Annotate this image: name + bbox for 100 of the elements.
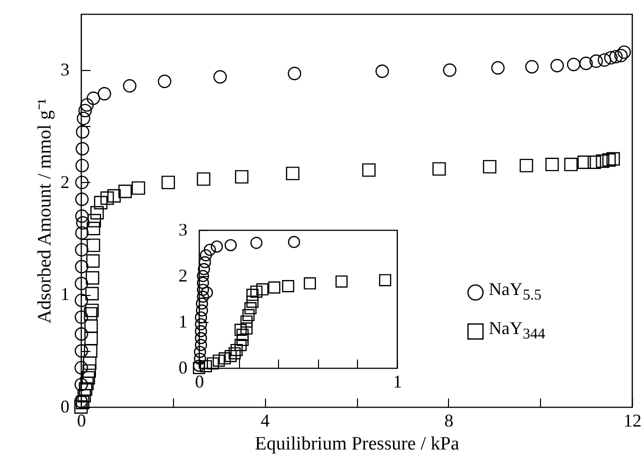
point	[84, 319, 98, 333]
point	[198, 256, 212, 268]
point	[84, 307, 98, 321]
x-tick-label: 4	[260, 410, 270, 430]
point	[196, 304, 208, 317]
point	[78, 104, 92, 118]
point	[609, 50, 623, 64]
point	[375, 64, 389, 78]
point	[80, 98, 94, 112]
point	[268, 281, 280, 294]
point	[194, 338, 208, 352]
point	[98, 87, 112, 100]
point	[286, 166, 300, 180]
point	[75, 176, 89, 190]
point	[578, 155, 591, 169]
point	[236, 328, 249, 341]
point	[204, 244, 216, 256]
point	[525, 60, 539, 74]
x-tick-label: 8	[444, 410, 454, 430]
point	[76, 216, 90, 230]
point	[122, 79, 136, 93]
point	[200, 249, 212, 262]
point	[194, 332, 208, 344]
point	[234, 338, 247, 352]
point	[196, 284, 210, 296]
legend-label: NaY$_{344}$	[488, 316, 546, 345]
point	[213, 70, 227, 84]
point	[288, 66, 302, 80]
point	[614, 48, 628, 62]
point	[196, 172, 210, 186]
point	[234, 170, 248, 184]
point	[196, 290, 210, 303]
y-tick-label: 1	[178, 312, 188, 332]
point	[617, 45, 631, 59]
point	[442, 63, 456, 77]
point	[596, 154, 610, 168]
point	[256, 283, 268, 296]
point	[579, 56, 593, 70]
point	[196, 270, 210, 282]
y-axis-title: Adsorbed Amount / mmol g⁻¹	[34, 98, 56, 324]
point	[224, 239, 237, 252]
point	[606, 152, 620, 166]
point	[210, 240, 223, 253]
point	[86, 222, 100, 236]
point	[282, 280, 294, 292]
y-tick-label: 1	[60, 284, 70, 304]
point	[85, 286, 99, 300]
point	[602, 153, 616, 167]
point	[206, 357, 219, 370]
point	[74, 310, 88, 324]
point	[240, 322, 253, 335]
point	[74, 400, 88, 414]
point	[604, 51, 618, 65]
point	[74, 360, 88, 374]
point	[304, 277, 316, 290]
y-tick-label: 2	[60, 172, 70, 192]
point	[100, 191, 114, 205]
point	[86, 271, 100, 285]
point	[76, 142, 90, 156]
point	[520, 158, 534, 172]
point	[86, 254, 100, 268]
x-tick-label: 0	[77, 410, 86, 430]
point	[564, 158, 578, 172]
point	[588, 155, 602, 169]
point	[76, 125, 90, 139]
point	[288, 236, 300, 248]
point	[218, 352, 231, 364]
point	[78, 382, 92, 396]
point	[194, 346, 206, 358]
y-tick-label: 3	[60, 60, 70, 80]
point	[74, 378, 88, 392]
point	[242, 309, 255, 322]
point	[250, 286, 262, 298]
point	[194, 352, 206, 365]
point	[75, 226, 89, 240]
point	[194, 325, 208, 338]
point	[80, 376, 94, 390]
point	[432, 162, 446, 176]
point	[250, 236, 262, 249]
point	[74, 344, 88, 358]
point	[566, 58, 580, 72]
y-tick-label: 0	[178, 358, 188, 378]
point	[246, 296, 259, 308]
point	[240, 315, 253, 328]
point	[228, 347, 241, 360]
legend-label: NaY$_{5.5}$	[488, 278, 542, 306]
point	[491, 61, 505, 75]
point	[94, 196, 108, 210]
point	[158, 74, 172, 88]
point	[545, 158, 559, 172]
point	[362, 163, 376, 177]
point	[88, 214, 102, 228]
point	[379, 274, 392, 286]
point	[230, 344, 243, 356]
point	[84, 344, 98, 358]
point	[196, 298, 208, 310]
point	[85, 304, 99, 318]
point	[335, 275, 348, 288]
point	[132, 181, 146, 195]
point	[74, 260, 88, 274]
